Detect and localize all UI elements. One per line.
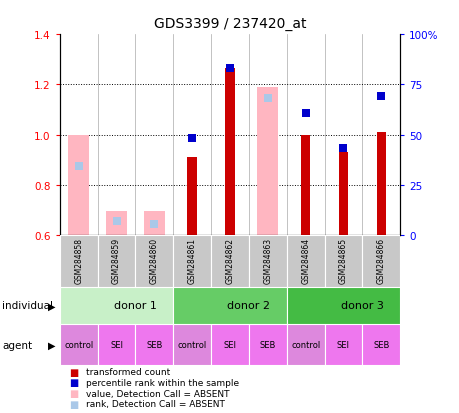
Point bbox=[339, 146, 347, 152]
Bar bbox=[60, 324, 97, 366]
Bar bbox=[362, 324, 399, 366]
Text: GDS3399 / 237420_at: GDS3399 / 237420_at bbox=[153, 17, 306, 31]
Point bbox=[263, 96, 271, 102]
Text: agent: agent bbox=[2, 340, 32, 350]
Bar bbox=[286, 287, 399, 324]
Text: control: control bbox=[64, 340, 93, 349]
Bar bbox=[135, 235, 173, 287]
Bar bbox=[211, 324, 248, 366]
Text: ■: ■ bbox=[69, 377, 78, 387]
Text: ■: ■ bbox=[69, 367, 78, 377]
Text: rank, Detection Call = ABSENT: rank, Detection Call = ABSENT bbox=[86, 399, 225, 408]
Text: control: control bbox=[291, 340, 319, 349]
Bar bbox=[286, 324, 324, 366]
Bar bbox=[173, 287, 286, 324]
Bar bbox=[362, 235, 399, 287]
Text: ■: ■ bbox=[69, 399, 78, 409]
Text: donor 3: donor 3 bbox=[340, 301, 383, 311]
Bar bbox=[300, 135, 310, 235]
Bar bbox=[225, 69, 234, 235]
Text: GSM284862: GSM284862 bbox=[225, 237, 234, 283]
Point bbox=[226, 66, 233, 72]
Point bbox=[301, 111, 308, 117]
Text: transformed count: transformed count bbox=[86, 367, 170, 376]
Text: SEI: SEI bbox=[336, 340, 349, 349]
Bar bbox=[144, 211, 164, 235]
Text: SEB: SEB bbox=[372, 340, 389, 349]
Bar bbox=[211, 235, 248, 287]
Bar bbox=[257, 88, 278, 235]
Bar bbox=[106, 211, 127, 235]
Bar bbox=[324, 235, 362, 287]
Point bbox=[188, 136, 196, 142]
Bar bbox=[376, 133, 385, 235]
Bar bbox=[248, 324, 286, 366]
Text: GSM284864: GSM284864 bbox=[301, 237, 309, 283]
Bar bbox=[68, 135, 89, 235]
Text: ■: ■ bbox=[69, 388, 78, 398]
Bar bbox=[187, 158, 196, 235]
Bar bbox=[135, 324, 173, 366]
Point bbox=[151, 221, 158, 228]
Text: donor 1: donor 1 bbox=[114, 301, 157, 311]
Text: GSM284863: GSM284863 bbox=[263, 237, 272, 283]
Text: GSM284858: GSM284858 bbox=[74, 237, 83, 283]
Bar bbox=[248, 235, 286, 287]
Bar bbox=[173, 324, 211, 366]
Text: control: control bbox=[177, 340, 207, 349]
Text: SEI: SEI bbox=[223, 340, 236, 349]
Text: GSM284866: GSM284866 bbox=[376, 237, 385, 283]
Point bbox=[75, 163, 82, 170]
Bar bbox=[338, 153, 347, 235]
Text: value, Detection Call = ABSENT: value, Detection Call = ABSENT bbox=[86, 389, 230, 398]
Text: percentile rank within the sample: percentile rank within the sample bbox=[86, 378, 239, 387]
Text: ▶: ▶ bbox=[48, 340, 55, 350]
Bar bbox=[97, 324, 135, 366]
Point bbox=[377, 93, 384, 100]
Bar bbox=[324, 324, 362, 366]
Bar bbox=[286, 235, 324, 287]
Text: GSM284859: GSM284859 bbox=[112, 237, 121, 283]
Text: ▶: ▶ bbox=[48, 301, 55, 311]
Bar bbox=[60, 287, 173, 324]
Text: GSM284865: GSM284865 bbox=[338, 237, 347, 283]
Text: SEB: SEB bbox=[259, 340, 275, 349]
Bar bbox=[60, 235, 97, 287]
Text: individual: individual bbox=[2, 301, 53, 311]
Text: GSM284860: GSM284860 bbox=[150, 237, 158, 283]
Text: SEB: SEB bbox=[146, 340, 162, 349]
Text: GSM284861: GSM284861 bbox=[187, 237, 196, 283]
Text: SEI: SEI bbox=[110, 340, 123, 349]
Bar bbox=[97, 235, 135, 287]
Text: donor 2: donor 2 bbox=[227, 301, 270, 311]
Bar bbox=[173, 235, 211, 287]
Point bbox=[112, 218, 120, 225]
